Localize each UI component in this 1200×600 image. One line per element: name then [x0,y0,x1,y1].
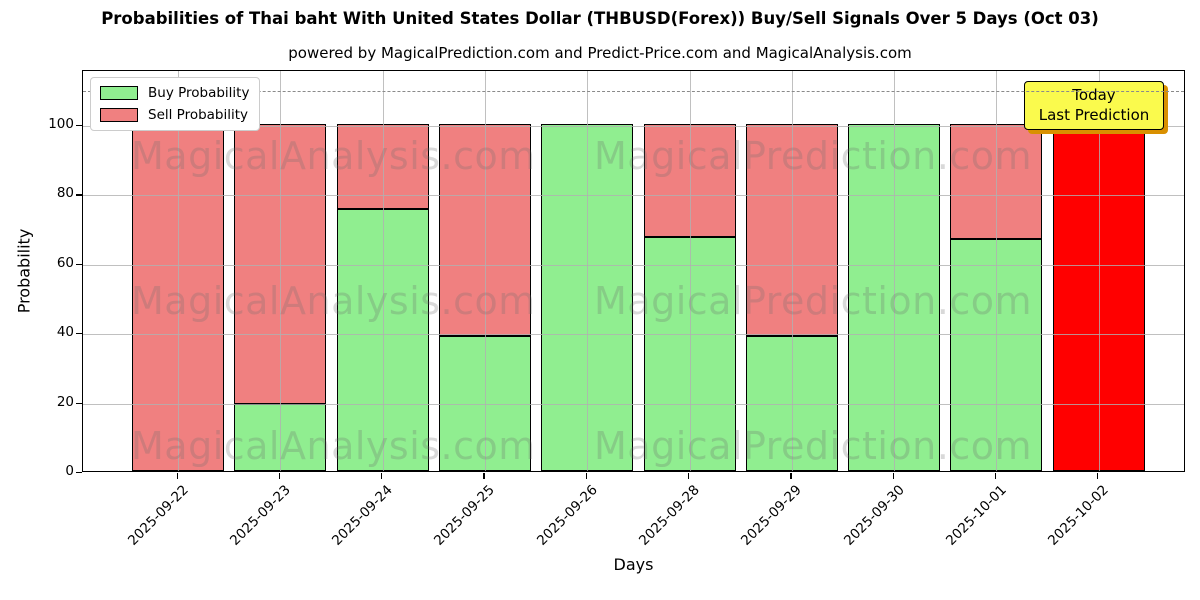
watermark-text: MagicalPrediction.com [594,134,1032,178]
legend-item-buy: Buy Probability [100,85,249,101]
x-tick-label: 2025-09-29 [738,482,806,549]
y-tick-mark [76,333,82,335]
x-tick-mark [176,473,178,479]
gridline-x-2025-09-28 [689,71,691,471]
x-tick-mark [790,473,792,479]
x-tick-mark [892,473,894,479]
watermark-text: MagicalPrediction.com [594,279,1032,323]
gridline-x-2025-09-24 [382,71,384,471]
x-tick-label: 2025-09-24 [329,482,396,549]
today-annotation: Today Last Prediction [1024,81,1164,130]
plot-area: Buy Probability Sell Probability Today L… [82,70,1185,472]
y-tick-label: 100 [48,115,74,132]
x-tick-mark [994,473,997,479]
sell-probability-swatch [100,108,138,122]
watermark-text: MagicalAnalysis.com [131,134,536,178]
gridline-y-100 [83,125,1184,127]
x-tick-mark [381,473,383,479]
gridline-x-2025-10-01 [996,71,998,471]
y-tick-label: 60 [56,254,74,271]
x-tick-mark [1097,473,1099,479]
chart-subtitle: powered by MagicalPrediction.com and Pre… [288,44,912,62]
x-tick-label: 2025-09-22 [124,482,192,549]
gridline-x-2025-10-02 [1098,71,1100,471]
y-tick-label: 0 [65,463,74,479]
gridline-x-2025-09-25 [484,71,486,471]
gridline-x-2025-09-29 [791,71,793,471]
gridline-x-2025-09-30 [894,71,896,471]
x-tick-mark [585,473,587,479]
y-tick-label: 80 [56,185,74,202]
x-tick-label: 2025-09-30 [840,482,908,549]
x-tick-label: 2025-10-01 [942,482,1010,549]
gridline-x-2025-09-23 [280,71,282,471]
watermark-text: MagicalPrediction.com [594,424,1032,468]
y-axis-label: Probability [14,228,34,314]
gridline-y-80 [83,195,1184,197]
y-tick-mark [76,472,82,474]
legend-label-buy: Buy Probability [148,85,250,101]
watermark-text: MagicalAnalysis.com [131,279,536,323]
x-tick-mark [688,473,690,479]
y-tick-label: 40 [56,324,74,341]
y-tick-mark [76,402,82,404]
y-tick-mark [76,124,82,127]
x-tick-label: 2025-09-28 [636,482,703,549]
annotation-line-2: Last Prediction [1038,106,1150,125]
legend-item-sell: Sell Probability [100,107,249,123]
y-tick-mark [76,263,82,265]
gridline-x-2025-09-22 [178,71,179,471]
buy-probability-swatch [100,86,138,100]
x-axis-label: Days [613,555,654,574]
gridline-y-60 [83,264,1184,266]
y-tick-mark [76,194,82,196]
x-tick-label: 2025-10-02 [1045,482,1113,549]
annotation-line-1: Today [1072,86,1116,104]
dashed-threshold-line [83,91,1184,93]
x-tick-mark [483,473,485,479]
legend-label-sell: Sell Probability [148,107,249,123]
x-tick-label: 2025-09-26 [533,482,601,549]
watermark-text: MagicalAnalysis.com [131,424,536,468]
y-tick-label: 20 [56,393,74,410]
chart-title: Probabilities of Thai baht With United S… [101,9,1099,28]
gridline-y-20 [83,403,1184,405]
x-tick-mark [278,473,281,479]
gridline-x-2025-09-26 [587,71,589,471]
x-tick-label: 2025-09-25 [431,482,499,549]
legend: Buy Probability Sell Probability [90,77,261,131]
x-tick-label: 2025-09-23 [226,482,294,549]
gridline-y-40 [83,334,1184,336]
